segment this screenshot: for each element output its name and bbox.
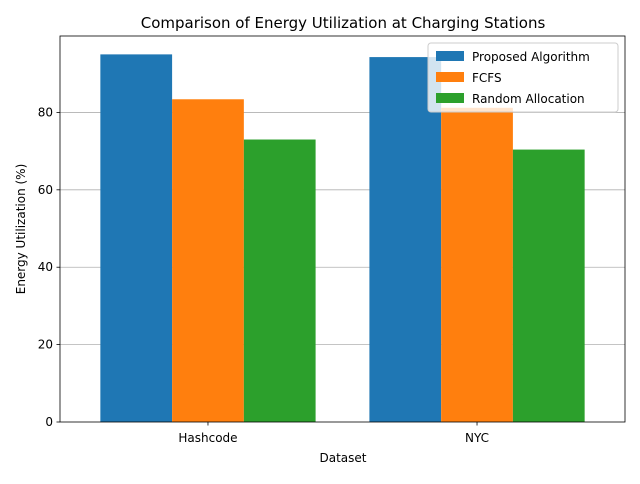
legend-swatch — [436, 93, 464, 103]
bars — [100, 54, 585, 423]
x-tick-label: Hashcode — [178, 431, 237, 445]
legend-swatch — [436, 51, 464, 61]
axes-frame — [59, 35, 626, 423]
legend-label: Random Allocation — [472, 92, 585, 106]
y-tick-label: 40 — [38, 260, 53, 274]
bar — [100, 54, 173, 422]
bar — [369, 57, 442, 423]
legend-label: FCFS — [472, 71, 502, 85]
x-axis-label: Dataset — [320, 451, 367, 465]
bar — [172, 99, 244, 423]
y-tick-label: 0 — [45, 415, 53, 429]
y-axis-label: Energy Utilization (%) — [14, 164, 28, 295]
legend-label: Proposed Algorithm — [472, 50, 590, 64]
chart-title: Comparison of Energy Utilization at Char… — [141, 14, 546, 32]
legend: Proposed Algorithm FCFS Random Allocation — [427, 42, 619, 113]
bar — [512, 149, 585, 422]
y-tick-label: 80 — [38, 105, 53, 119]
x-tick-label: NYC — [465, 431, 489, 445]
legend-box — [427, 42, 619, 113]
y-tick-label: 60 — [38, 183, 53, 197]
y-tick-label: 20 — [38, 338, 53, 352]
bar — [441, 107, 513, 422]
bar — [243, 139, 316, 422]
axes: 0 20 40 60 80 Hashcode NYC — [38, 35, 626, 445]
legend-swatch — [436, 72, 464, 82]
